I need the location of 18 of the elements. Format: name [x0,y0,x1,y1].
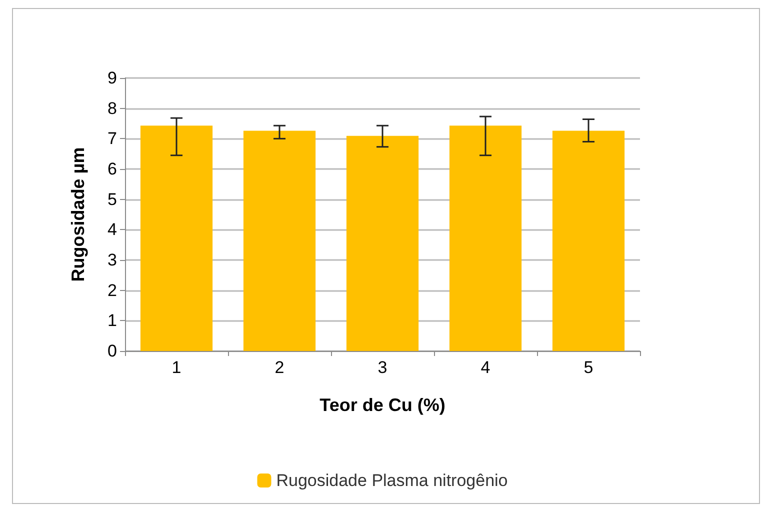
x-tick-label: 3 [378,358,388,377]
legend-label: Rugosidade Plasma nitrogênio [276,471,508,490]
y-tick-label: 5 [108,190,117,209]
y-tick-label: 8 [108,98,117,118]
y-tick-label: 4 [108,220,117,240]
x-tick-label: 5 [584,358,594,377]
y-tick-label: 3 [108,250,117,270]
y-tick-label: 0 [108,342,117,360]
x-tick-label: 2 [274,358,284,377]
y-tick-label: 9 [108,68,117,88]
x-tick-label: 1 [172,358,182,377]
y-axis-title: Rugosidade µm [68,147,88,282]
y-tick-label: 2 [108,280,117,300]
y-tick-label: 7 [108,129,117,148]
y-tick-label: 6 [108,160,117,178]
y-tick-label: 1 [108,311,117,330]
x-tick-label: 4 [480,358,490,377]
x-axis-title: Teor de Cu (%) [320,395,446,415]
